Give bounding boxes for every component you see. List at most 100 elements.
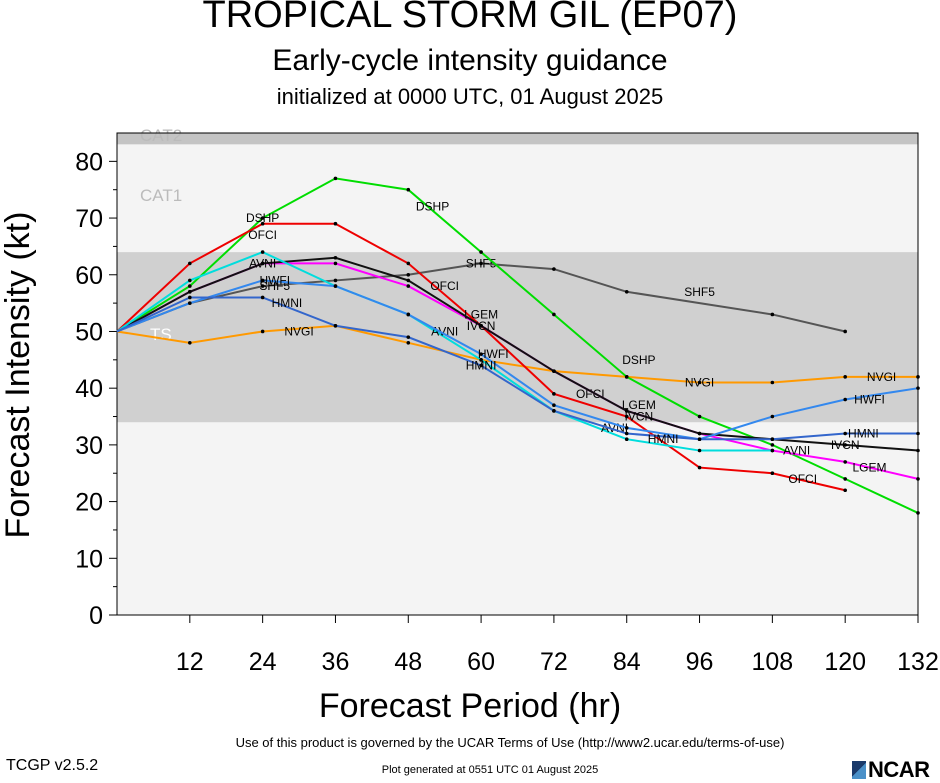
band-label-cat2: CAT2 (140, 126, 182, 145)
series-point-hwfi (333, 284, 338, 288)
series-line-shf5 (116, 262, 846, 333)
series-point-ivcn (188, 289, 192, 294)
x-tick-label: 132 (897, 648, 939, 676)
series-point-lgem (406, 284, 411, 288)
band-ts (117, 252, 918, 423)
y-tick-label: 0 (89, 602, 103, 630)
series-point-nvgi (406, 341, 411, 345)
series-label-lgem: LGEM (852, 461, 886, 475)
series-point-avni (770, 448, 775, 453)
series-point-ivcn (552, 369, 556, 373)
generated-time: Plot generated at 0551 UTC 01 August 202… (381, 764, 599, 776)
series-label-hwfi: HWFI (259, 273, 290, 287)
chart-subtitle: Early-cycle intensity guidance (272, 44, 668, 77)
x-tick-label: 72 (540, 648, 568, 676)
series-point-hmni (406, 335, 411, 339)
series-point-hwfi (624, 426, 629, 430)
ncar-logo-text: NCAR (868, 757, 930, 782)
series-point-avni (624, 437, 629, 442)
x-tick-label: 84 (613, 648, 641, 676)
series-point-hmni (697, 437, 702, 442)
x-tick-label: 96 (686, 648, 714, 676)
series-point-dshp (552, 312, 556, 317)
init-time: initialized at 0000 UTC, 01 August 2025 (276, 84, 664, 109)
band-cat1 (117, 144, 918, 253)
series-point-ivcn (406, 278, 411, 283)
series-point-hwfi (479, 352, 483, 356)
series-point-nvgi (916, 375, 920, 379)
ncar-logo-icon (852, 761, 866, 779)
series-label-ofci: OFCI (576, 387, 605, 401)
y-tick-label: 20 (75, 489, 103, 517)
series-label-hmni: HMNI (848, 427, 879, 441)
x-tick-label: 12 (176, 648, 204, 676)
series-point-lgem (333, 261, 338, 266)
series-label-lgem: LGEM (622, 398, 656, 412)
series-label-hwfi: HWFI (478, 347, 509, 361)
y-tick-label: 50 (75, 318, 103, 346)
plot-frame (116, 132, 919, 616)
series-point-dshp (770, 443, 775, 447)
series-label-hmni: HMNI (648, 432, 679, 446)
series-point-avni (188, 278, 192, 283)
series-point-hmni (843, 431, 847, 436)
series-point-hmni (552, 409, 556, 413)
band-cat2 (117, 133, 918, 145)
series-line-hwfi (116, 279, 919, 441)
series-label-shf5: SHF5 (684, 285, 715, 299)
series-point-lgem (916, 477, 920, 481)
series-point-hwfi (406, 312, 411, 317)
series-point-nvgi (843, 375, 847, 379)
series-label-dshp: DSHP (622, 353, 655, 367)
x-axis-label: Forecast Period (hr) (318, 687, 622, 725)
series-point-shf5 (406, 272, 411, 277)
series-point-lgem (843, 460, 847, 464)
series-label-ivcn: IVCN (831, 438, 860, 452)
series-point-hmni (333, 324, 338, 328)
series-point-hwfi (916, 386, 920, 390)
series-point-shf5 (843, 329, 847, 334)
series-point-ofci (697, 465, 702, 470)
series-point-hmni (260, 295, 265, 300)
series-label-ivcn: IVCN (467, 319, 496, 333)
series-point-hwfi (770, 414, 775, 419)
x-tick-label: 60 (467, 648, 495, 676)
terms-of-use: Use of this product is governed by the U… (235, 735, 785, 750)
series-point-dshp (843, 477, 847, 481)
ncar-logo: NCAR (852, 757, 930, 783)
x-tick-label: 48 (394, 648, 422, 676)
series-point-ofci (552, 392, 556, 396)
series-point-shf5 (770, 312, 775, 317)
series-point-ivcn (260, 261, 265, 266)
series-point-ofci (333, 221, 338, 226)
series-point-hmni (479, 363, 483, 368)
series-point-avni (697, 448, 702, 453)
series-point-dshp (697, 414, 702, 419)
series-label-dshp: DSHP (246, 211, 279, 225)
series-point-hwfi (260, 278, 265, 283)
y-axis-label: Forecast Intensity (kt) (0, 211, 37, 539)
series-point-dshp (916, 511, 920, 515)
version-label: TCGP v2.5.2 (6, 757, 99, 774)
series-point-dshp (333, 176, 338, 181)
chart-title: TROPICAL STORM GIL (EP07) (202, 0, 738, 36)
y-tick-label: 70 (75, 205, 103, 233)
series-line-avni (116, 250, 773, 452)
series-point-nvgi (188, 341, 192, 345)
series-point-dshp (260, 216, 265, 220)
series-label-lgem: LGEM (464, 307, 498, 321)
series-line-nvgi (116, 324, 918, 384)
y-tick-label: 60 (75, 262, 103, 290)
x-tick-label: 36 (322, 648, 350, 676)
series-point-hmni (916, 431, 920, 436)
series-point-ivcn (916, 448, 920, 453)
series-point-dshp (406, 187, 411, 192)
series-point-nvgi (770, 380, 775, 385)
series-point-hmni (770, 437, 775, 442)
series-point-shf5 (333, 278, 338, 283)
series-label-hmni: HMNI (272, 296, 303, 310)
band-label-ts: TS (150, 325, 172, 344)
series-point-dshp (479, 250, 483, 254)
series-point-ofci (188, 261, 192, 266)
